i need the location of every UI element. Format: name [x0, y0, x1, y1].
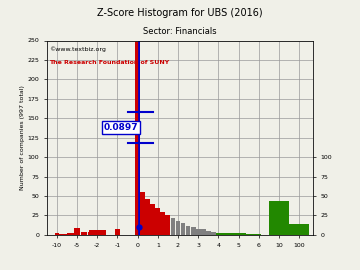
Bar — [221, 232, 226, 235]
Bar — [251, 234, 256, 235]
Bar — [156, 208, 160, 235]
Bar — [186, 225, 190, 235]
Bar — [176, 221, 180, 235]
Bar — [135, 40, 140, 235]
Bar — [67, 233, 71, 235]
Bar — [59, 234, 63, 235]
Bar — [269, 201, 289, 235]
Bar — [81, 232, 87, 235]
Bar — [196, 229, 201, 235]
Y-axis label: Number of companies (997 total): Number of companies (997 total) — [19, 85, 24, 190]
Bar — [161, 212, 165, 235]
Bar — [236, 233, 241, 235]
Bar — [246, 234, 251, 235]
Bar — [145, 199, 150, 235]
Bar — [201, 230, 206, 235]
Bar — [115, 230, 120, 235]
Text: ©www.textbiz.org: ©www.textbiz.org — [49, 46, 106, 52]
Bar — [171, 218, 175, 235]
Bar — [181, 223, 185, 235]
Bar — [74, 228, 80, 235]
Bar — [140, 192, 145, 235]
Bar — [63, 234, 67, 235]
Bar — [166, 215, 170, 235]
Bar — [191, 227, 195, 235]
Bar — [211, 232, 216, 235]
Text: Z-Score Histogram for UBS (2016): Z-Score Histogram for UBS (2016) — [97, 8, 263, 18]
Bar — [231, 233, 236, 235]
Text: 0.0897: 0.0897 — [104, 123, 138, 132]
Bar — [89, 230, 106, 235]
Bar — [289, 224, 309, 235]
Bar — [88, 232, 93, 235]
Bar — [206, 231, 211, 235]
Text: The Research Foundation of SUNY: The Research Foundation of SUNY — [49, 60, 170, 65]
Bar — [216, 232, 221, 235]
Text: Sector: Financials: Sector: Financials — [143, 27, 217, 36]
Bar — [150, 204, 155, 235]
Bar — [226, 233, 231, 235]
Bar — [71, 232, 75, 235]
Bar — [55, 233, 59, 235]
Bar — [256, 234, 261, 235]
Bar — [139, 40, 140, 235]
Bar — [241, 233, 246, 235]
